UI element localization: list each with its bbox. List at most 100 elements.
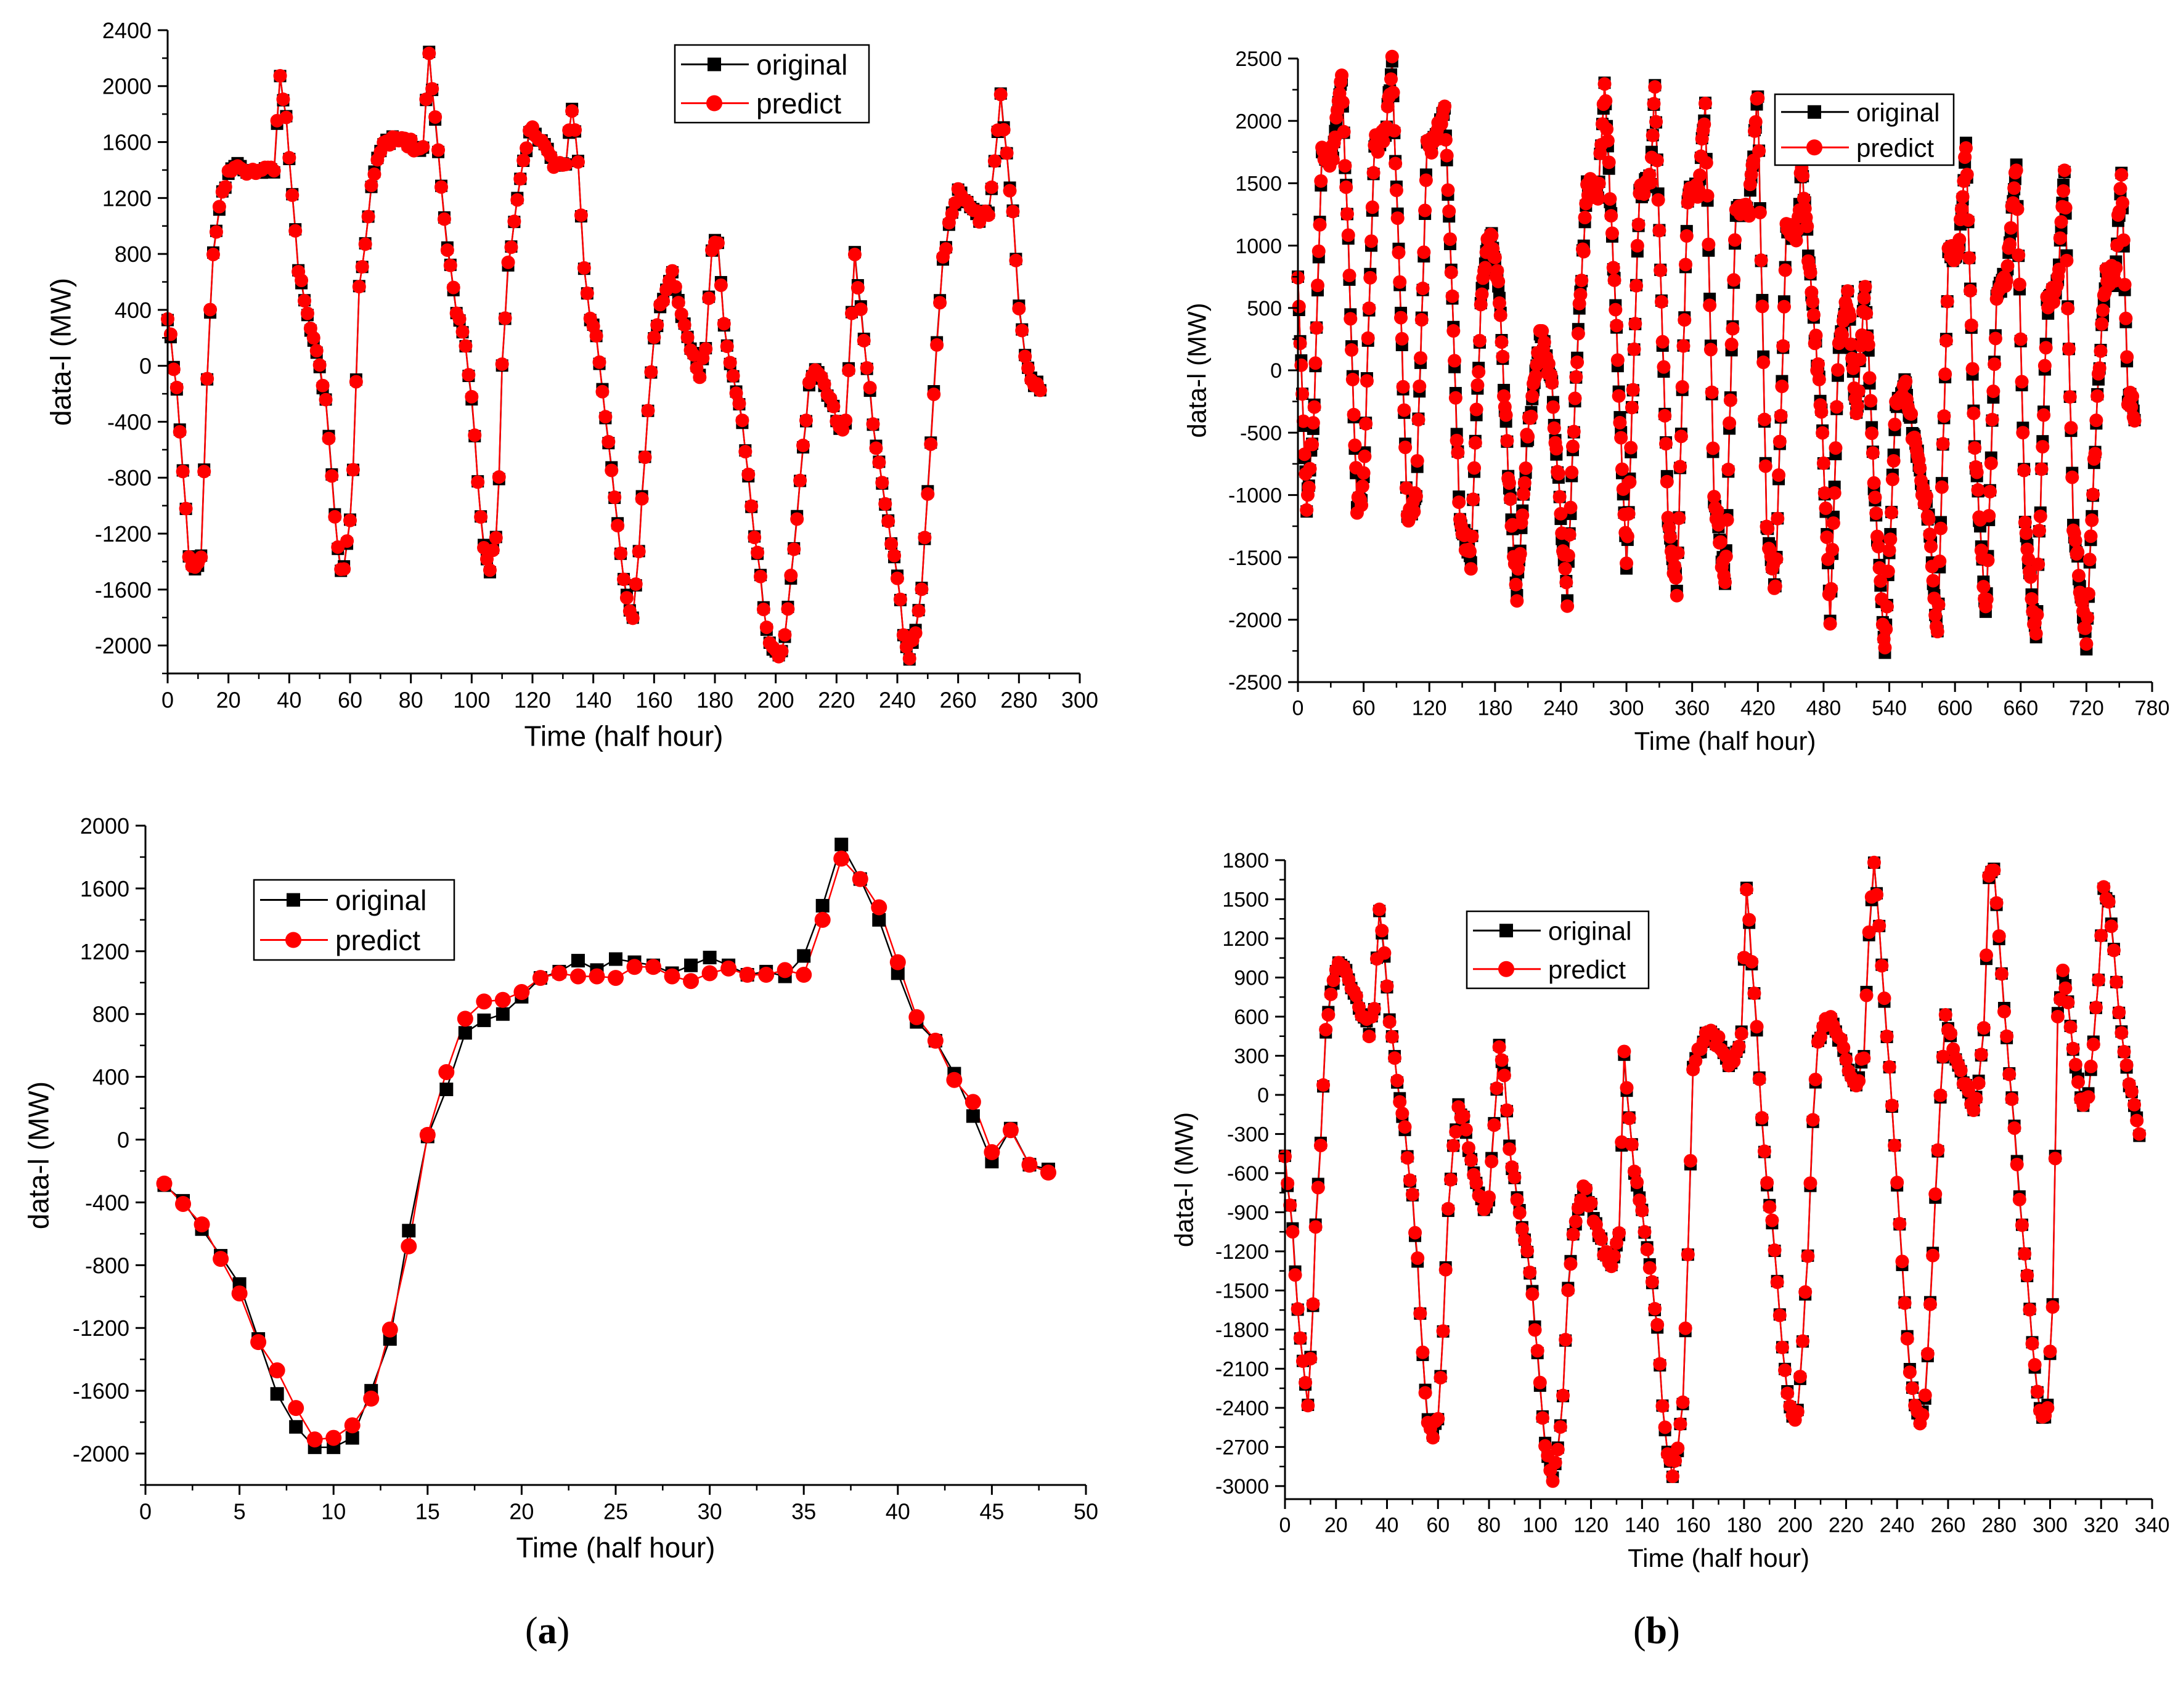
marker-predict	[1642, 1261, 1657, 1275]
marker-predict	[2025, 1336, 2039, 1351]
marker-predict	[1387, 124, 1401, 138]
marker-predict	[452, 312, 467, 326]
marker-predict	[1974, 1047, 1988, 1062]
marker-predict	[1607, 1249, 1621, 1263]
marker-predict	[933, 296, 947, 310]
marker-predict	[1676, 339, 1691, 353]
marker-predict	[1510, 594, 1524, 608]
marker-predict	[1326, 974, 1340, 988]
marker-predict	[1386, 86, 1400, 100]
marker-predict	[884, 537, 899, 551]
marker-predict	[269, 1362, 285, 1379]
marker-predict	[927, 387, 941, 401]
marker-predict	[1414, 351, 1428, 365]
marker-predict	[1930, 625, 1944, 639]
marker-predict	[1338, 159, 1352, 173]
marker-predict	[568, 123, 582, 137]
marker-predict	[309, 344, 324, 358]
marker-predict	[1761, 521, 1775, 535]
marker-predict	[1959, 141, 1973, 155]
marker-predict	[1620, 529, 1634, 543]
marker-predict	[1651, 193, 1665, 207]
marker-predict	[1625, 1137, 1639, 1152]
marker-predict	[2110, 975, 2124, 989]
marker-predict	[2012, 277, 2026, 291]
marker-predict	[194, 1216, 210, 1233]
marker-predict	[2118, 277, 2132, 291]
x-tick-label: 0	[1292, 696, 1304, 720]
marker-predict	[1519, 461, 1533, 475]
marker-predict	[288, 224, 303, 238]
marker-predict	[656, 294, 671, 308]
marker-predict	[443, 258, 457, 272]
marker-predict	[1732, 1039, 1746, 1054]
marker-predict	[1705, 385, 1719, 399]
x-tick-label: 280	[1981, 1513, 2017, 1537]
x-tick-label: 60	[1426, 1513, 1450, 1537]
marker-predict	[1652, 224, 1666, 238]
marker-predict	[1398, 441, 1413, 455]
marker-predict	[645, 959, 662, 975]
marker-predict	[476, 993, 492, 1010]
marker-predict	[1645, 1275, 1659, 1289]
marker-predict	[1021, 1157, 1038, 1173]
marker-predict	[1485, 1155, 1499, 1169]
marker-predict	[1451, 445, 1465, 460]
marker-predict	[924, 437, 938, 452]
marker-predict	[1989, 896, 2004, 910]
marker-predict	[1985, 412, 1999, 426]
legend-box	[1466, 910, 1650, 990]
marker-predict	[1814, 1030, 1828, 1044]
marker-predict	[1924, 539, 1938, 553]
marker-predict	[504, 240, 518, 254]
marker-predict	[2117, 1044, 2131, 1059]
marker-predict	[2132, 1127, 2147, 1141]
marker-predict	[2037, 408, 2051, 422]
marker-predict	[404, 132, 418, 147]
marker-predict	[1441, 1202, 1455, 1216]
marker-predict	[1535, 324, 1549, 338]
marker-predict	[2007, 181, 2021, 195]
marker-predict	[1490, 1081, 1504, 1096]
marker-predict	[1305, 437, 1319, 452]
marker-predict	[1654, 263, 1668, 277]
marker-predict	[1570, 356, 1585, 370]
marker-predict	[1790, 1405, 1805, 1419]
marker-predict	[751, 545, 765, 559]
marker-predict	[1994, 967, 2009, 981]
marker-predict	[1673, 460, 1687, 474]
marker-predict	[908, 1009, 925, 1025]
marker-predict	[1517, 487, 1531, 501]
y-tick-label: 0	[1270, 359, 1282, 383]
marker-predict	[902, 651, 916, 665]
marker-original	[872, 913, 886, 927]
x-tick-label: 120	[1573, 1513, 1609, 1537]
marker-predict	[352, 280, 366, 294]
marker-predict	[1962, 251, 1976, 265]
marker-predict	[1355, 479, 1369, 494]
marker-predict	[1628, 317, 1642, 331]
marker-predict	[589, 968, 605, 985]
marker-predict	[759, 620, 773, 635]
marker-predict	[1613, 416, 1627, 430]
y-axis-label: data-l (MW)	[1183, 303, 1212, 437]
marker-predict	[355, 260, 369, 274]
y-tick-label: 1600	[80, 876, 129, 901]
marker-predict	[1650, 153, 1664, 168]
marker-predict	[2048, 1152, 2062, 1166]
marker-predict	[1829, 441, 1843, 455]
marker-predict	[814, 911, 831, 928]
marker-predict	[1523, 1265, 1537, 1279]
marker-predict	[1630, 238, 1644, 253]
marker-predict	[1888, 417, 1902, 431]
marker-predict	[1606, 261, 1620, 275]
marker-predict	[1938, 367, 1952, 381]
marker-predict	[1511, 562, 1525, 576]
marker-predict	[758, 967, 775, 983]
marker-predict	[1604, 1259, 1618, 1274]
marker-predict	[1549, 442, 1564, 456]
marker-predict	[1569, 370, 1583, 384]
marker-predict	[1760, 1176, 1774, 1190]
marker-predict	[1551, 466, 1565, 481]
marker-predict	[723, 356, 737, 370]
